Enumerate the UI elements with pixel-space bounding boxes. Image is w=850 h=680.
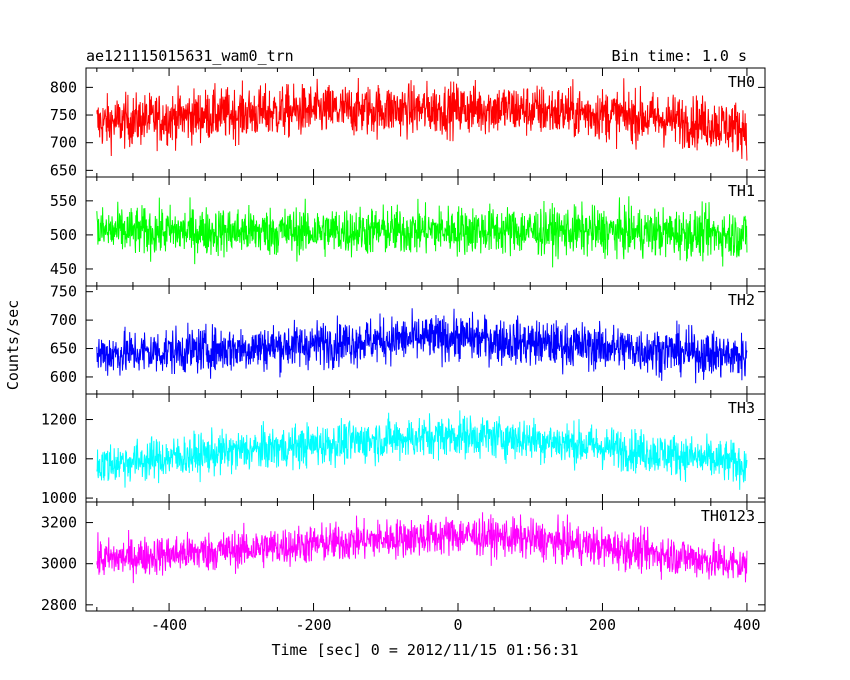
y-axis-label: Counts/sec [4, 300, 22, 390]
chart-title: ae121115015631_wam0_trn [86, 47, 294, 65]
x-tick-label: -200 [295, 616, 331, 634]
y-tick-label: 700 [50, 134, 77, 152]
y-tick-label: 550 [50, 192, 77, 210]
series-th2 [96, 308, 748, 384]
series-th0123 [96, 512, 748, 584]
y-tick-label: 1100 [41, 450, 77, 468]
y-tick-label: 2800 [41, 596, 77, 614]
series-label: TH1 [728, 182, 755, 200]
panel-th3: 1000 1100 1200 TH3 [41, 393, 766, 507]
y-tick-label: 3200 [41, 514, 77, 532]
y-tick-label: 650 [50, 340, 77, 358]
bin-time-label: Bin time: 1.0 s [612, 47, 747, 65]
y-tick-label: 750 [50, 283, 77, 301]
series-th1 [96, 196, 748, 268]
series-label: TH2 [728, 291, 755, 309]
y-tick-label: 600 [50, 368, 77, 386]
panel-th0123: 2800 3000 3200 TH0123 [41, 501, 766, 614]
x-tick-label: 400 [733, 616, 760, 634]
panel-th1: 450 500 550 TH1 [50, 176, 766, 287]
series-th3 [96, 410, 748, 490]
series-th0 [96, 77, 748, 161]
panel-th0: 650 700 750 800 TH0 [50, 67, 766, 179]
series-label: TH3 [728, 399, 755, 417]
y-tick-label: 1200 [41, 411, 77, 429]
panel-frame [85, 501, 766, 612]
y-tick-label: 750 [50, 106, 77, 124]
series-label: TH0123 [701, 507, 755, 525]
panels-layer: 650 700 750 800 TH0 450 500 550 TH1 600 650 700 750 T… [41, 67, 766, 634]
y-tick-label: 650 [50, 161, 77, 179]
x-tick-label: 200 [589, 616, 616, 634]
x-tick-label: 0 [453, 616, 462, 634]
y-tick-label: 450 [50, 260, 77, 278]
x-axis-label: Time [sec] 0 = 2012/11/15 01:56:31 [271, 641, 578, 659]
series-label: TH0 [728, 73, 755, 91]
panel-th2: 600 650 700 750 TH2 [50, 283, 766, 395]
x-tick-label: -400 [151, 616, 187, 634]
y-tick-label: 800 [50, 78, 77, 96]
y-tick-label: 700 [50, 311, 77, 329]
y-tick-label: 500 [50, 226, 77, 244]
y-tick-label: 1000 [41, 489, 77, 507]
y-tick-label: 3000 [41, 555, 77, 573]
